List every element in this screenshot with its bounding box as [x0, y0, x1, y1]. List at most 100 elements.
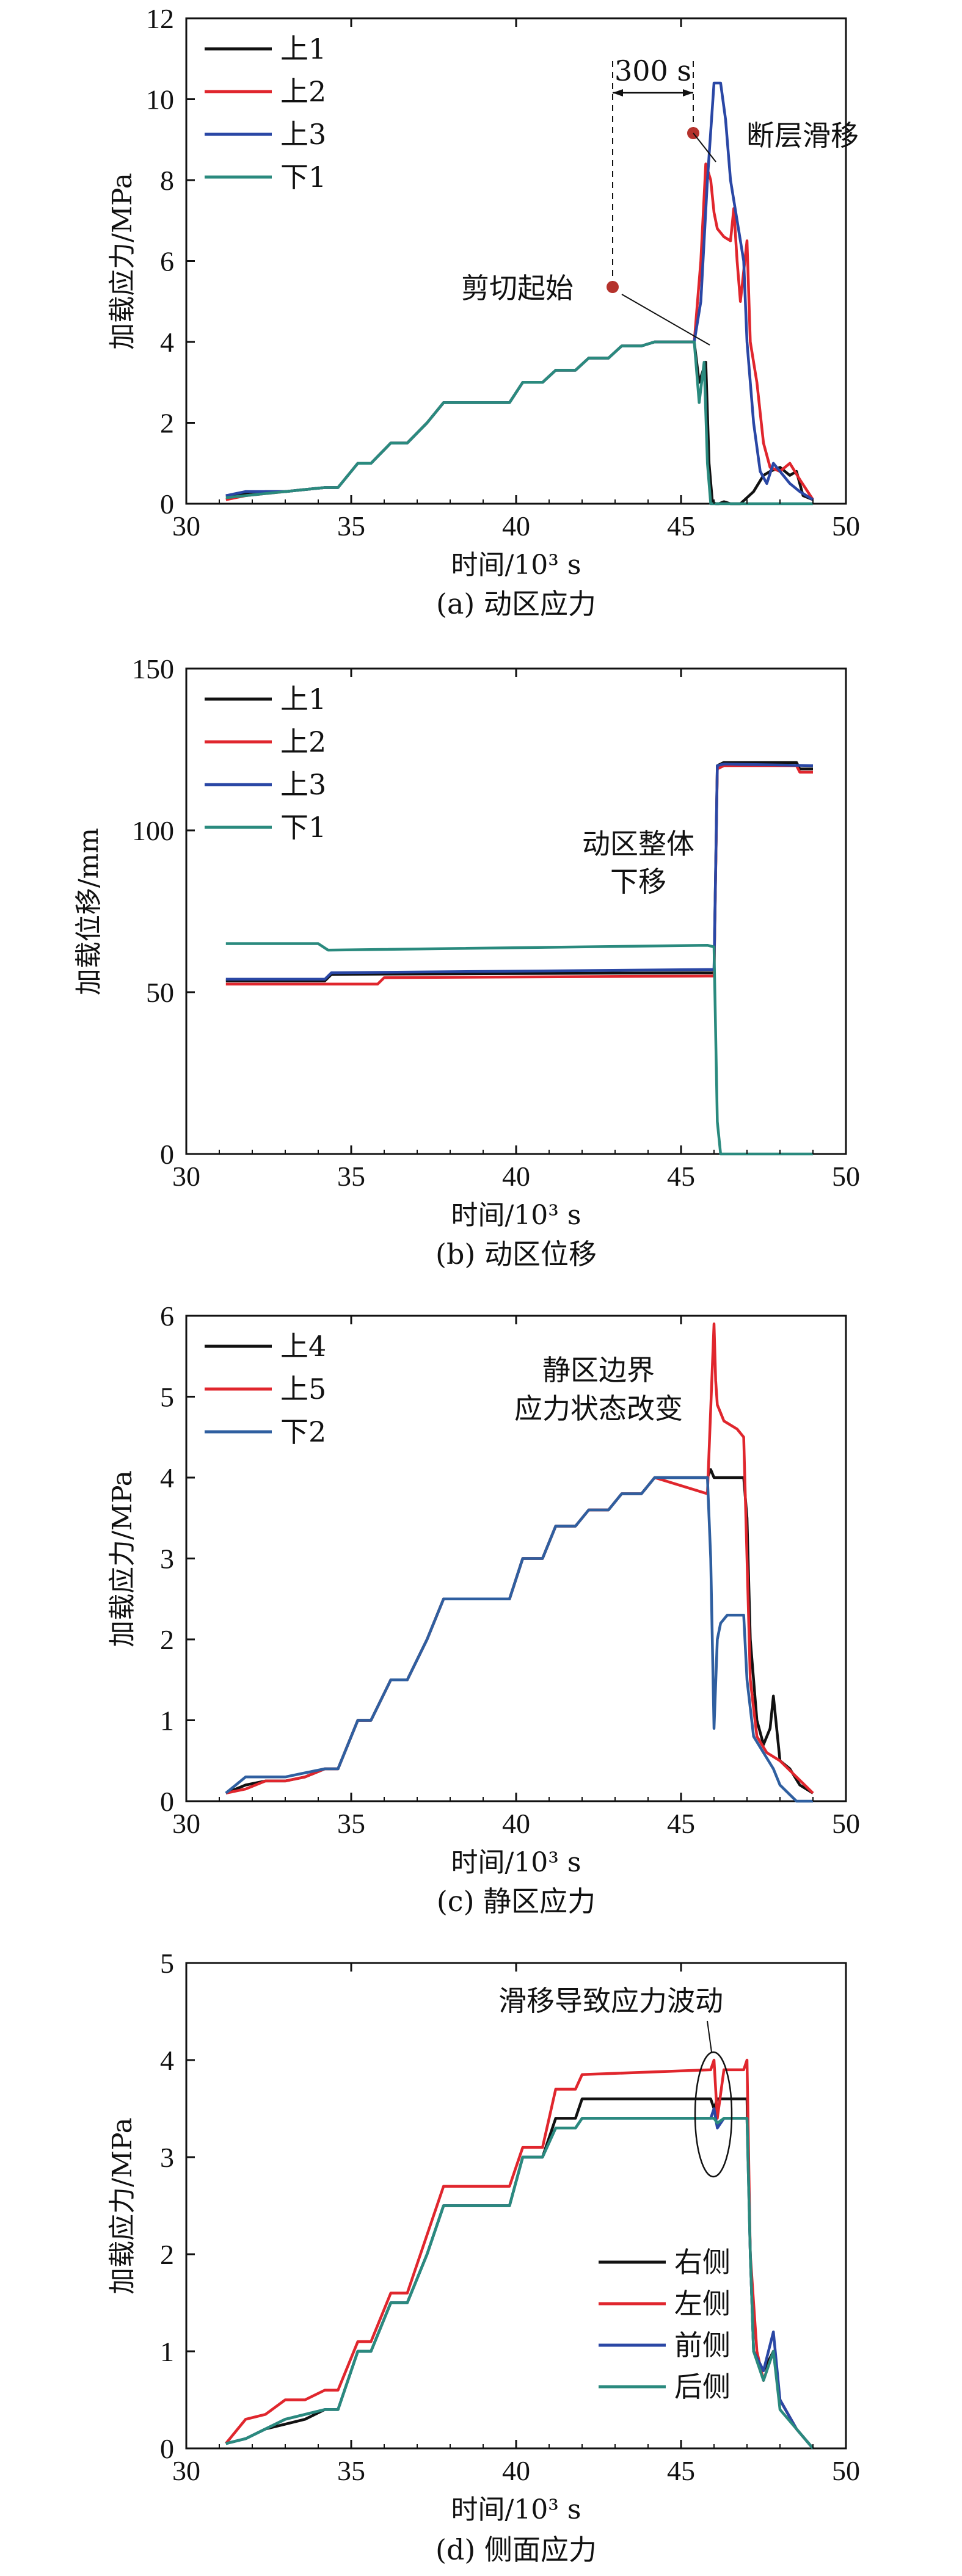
x-axis-label: 时间/10³ s: [451, 1200, 581, 1231]
legend-label: 上4: [280, 1330, 326, 1363]
series-line-上2: [225, 162, 814, 501]
y-tick-label: 12: [146, 3, 174, 34]
legend-label: 右侧: [674, 2246, 731, 2279]
legend: 上4 上5 下2: [205, 1330, 326, 1448]
x-axis-label: 时间/10³ s: [451, 2494, 581, 2525]
fluctuation-ellipse: [694, 2051, 733, 2178]
y-tick-label: 8: [160, 165, 174, 196]
y-tick-label: 0: [160, 1139, 174, 1170]
y-tick-label: 0: [160, 1786, 174, 1817]
annotation-label: 滑移导致应力波动: [498, 1984, 723, 2017]
legend-label: 上2: [280, 725, 326, 758]
axis-layer: 30 35 40 45 50 0 2 4 6 8 10 12: [146, 3, 860, 542]
annotation-line1: 动区整体: [582, 827, 694, 860]
legend-label: 上3: [280, 118, 326, 151]
series-line-后侧: [225, 2117, 814, 2450]
x-tick-label: 50: [832, 1161, 860, 1192]
legend: 上1 上2 上3 下1: [205, 683, 326, 844]
series-layer: [225, 761, 814, 1156]
y-tick-label: 4: [160, 2045, 174, 2076]
legend-label: 下1: [280, 811, 326, 844]
panel-caption: (d) 侧面应力: [435, 2533, 597, 2566]
legend-label: 上1: [280, 683, 326, 716]
panel-caption: (a) 动区应力: [436, 587, 596, 620]
series-line-下1: [225, 942, 813, 1156]
legend-label: 下1: [280, 161, 326, 194]
y-tick-label: 6: [160, 1301, 174, 1332]
panel-caption: (b) 动区位移: [435, 1238, 597, 1271]
y-axis-label: 加载应力/MPa: [107, 1470, 138, 1647]
x-tick-label: 45: [667, 1161, 695, 1192]
y-tick-label: 2: [160, 1624, 174, 1655]
y-tick-label: 4: [160, 1462, 174, 1493]
x-tick-label: 30: [172, 1808, 200, 1839]
shear-start-marker: [607, 281, 619, 293]
x-tick-label: 40: [502, 1808, 530, 1839]
x-tick-label: 35: [337, 1161, 365, 1192]
legend-label: 上3: [280, 768, 326, 801]
shear-start-leader: [621, 294, 710, 346]
series-line-下2: [225, 1476, 813, 1803]
y-tick-label: 150: [132, 653, 174, 684]
x-axis-label: 时间/10³ s: [451, 550, 581, 581]
x-tick-label: 35: [337, 510, 365, 542]
panel-b: 30 35 40 45 50 0 50 100 150 加载位移/mm 时间/10³ s (b)…: [73, 653, 860, 1271]
y-axis-label: 加载应力/MPa: [107, 2117, 138, 2295]
legend-label: 后侧: [674, 2370, 731, 2403]
x-tick-label: 45: [667, 2455, 695, 2486]
series-layer: [225, 81, 814, 506]
interval-label: 300 s: [614, 54, 691, 87]
x-tick-label: 35: [337, 2455, 365, 2486]
x-tick-label: 30: [172, 510, 200, 542]
x-tick-label: 45: [667, 1808, 695, 1839]
annotation-line2: 应力状态改变: [514, 1392, 683, 1425]
slip-leader: [693, 132, 716, 162]
axis-layer: 30 35 40 45 50 0 50 100 150: [132, 653, 860, 1192]
series-line-上4: [225, 1468, 814, 1794]
y-tick-label: 3: [160, 1544, 174, 1575]
x-tick-label: 50: [832, 510, 860, 542]
x-tick-label: 45: [667, 510, 695, 542]
x-tick-label: 50: [832, 1808, 860, 1839]
shear-start-label: 剪切起始: [461, 272, 574, 305]
legend-label: 左侧: [674, 2287, 731, 2320]
x-tick-label: 35: [337, 1808, 365, 1839]
x-tick-label: 40: [502, 510, 530, 542]
legend-label: 上5: [280, 1373, 326, 1406]
legend-label: 下2: [280, 1415, 326, 1448]
annotation-line2: 下移: [610, 865, 666, 898]
legend-label: 上1: [280, 32, 326, 65]
arrow-head-left: [613, 89, 623, 96]
y-tick-label: 10: [146, 84, 174, 115]
y-tick-label: 5: [160, 1382, 174, 1413]
x-tick-label: 30: [172, 1161, 200, 1192]
series-layer: [225, 1322, 814, 1803]
y-tick-label: 0: [160, 488, 174, 520]
legend-label: 前侧: [674, 2329, 731, 2362]
y-tick-label: 1: [160, 1705, 174, 1736]
series-layer: [225, 2058, 814, 2450]
y-tick-label: 2: [160, 2239, 174, 2270]
series-line-上1: [225, 340, 814, 506]
series-line-上3: [225, 763, 814, 981]
y-tick-label: 2: [160, 408, 174, 439]
series-line-左侧: [225, 2058, 814, 2450]
y-tick-label: 1: [160, 2336, 174, 2367]
y-tick-label: 0: [160, 2433, 174, 2464]
y-tick-label: 5: [160, 1948, 174, 1979]
annotation-line1: 静区边界: [542, 1354, 655, 1387]
y-tick-label: 50: [146, 977, 174, 1008]
annotation-leader: [707, 2020, 712, 2053]
arrow-head-right: [683, 89, 693, 96]
y-tick-label: 6: [160, 246, 174, 277]
plot-frame: [185, 1962, 847, 2450]
x-tick-label: 40: [502, 1161, 530, 1192]
panel-a: 30 35 40 45 50 0 2 4 6 8 10 12 加载应力/MPa 时间/10³ s (a…: [107, 3, 860, 620]
y-axis-label: 加载位移/mm: [73, 828, 104, 995]
